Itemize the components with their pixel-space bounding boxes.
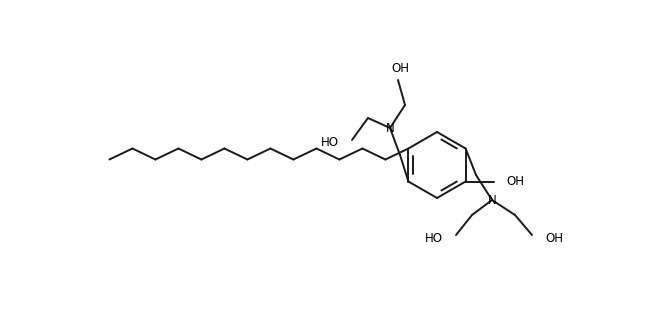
Text: HO: HO (425, 232, 443, 245)
Text: OH: OH (506, 175, 525, 188)
Text: N: N (386, 121, 394, 135)
Text: OH: OH (545, 232, 563, 245)
Text: HO: HO (321, 136, 339, 149)
Text: N: N (488, 193, 496, 206)
Text: OH: OH (391, 61, 409, 74)
